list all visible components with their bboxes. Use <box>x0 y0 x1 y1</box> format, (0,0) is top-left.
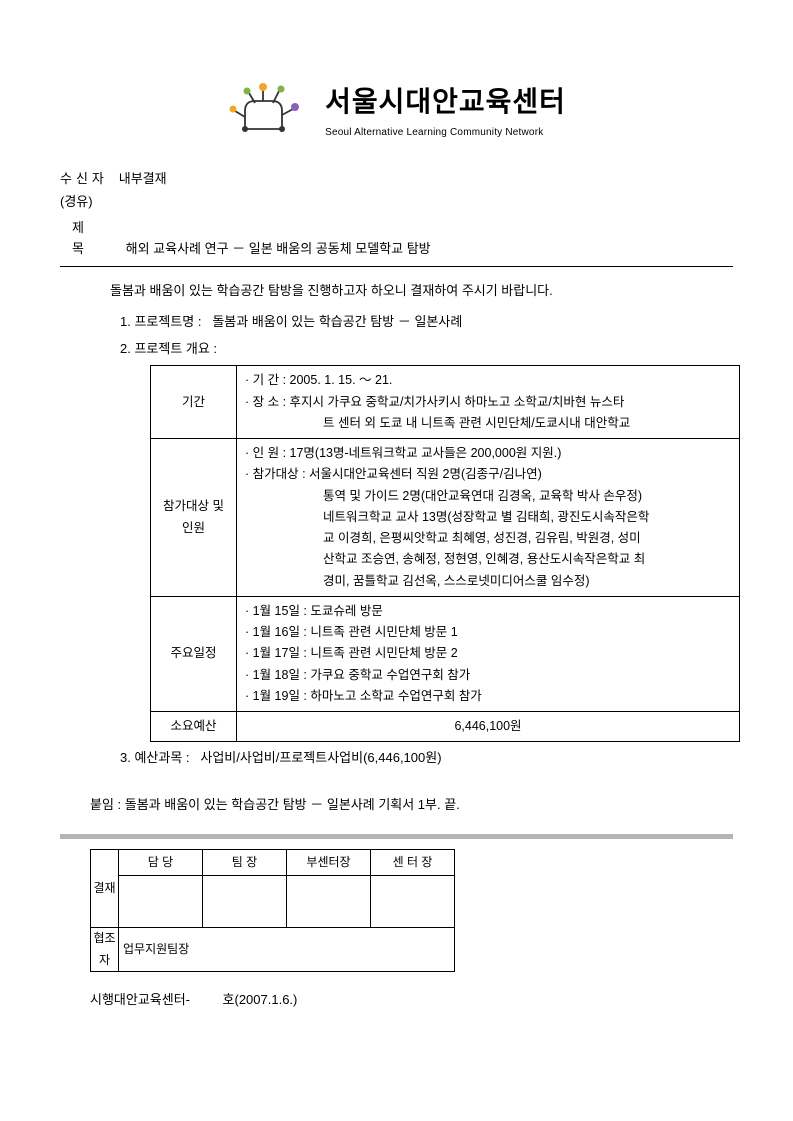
cooperator-value: 업무지원팀장 <box>119 927 455 971</box>
recipient-line: 수신자 내부결재 <box>60 169 733 190</box>
item3-label: 3. 예산과목 : <box>120 748 190 769</box>
period-line2: · 장 소 : 후지시 가쿠요 중학교/치가사키시 하마노고 소학교/치바현 뉴… <box>245 392 731 413</box>
org-title: 서울시대안교육센터 <box>325 80 566 125</box>
part-line1: · 인 원 : 17명(13명-네트워크학교 교사들은 200,000원 지원.… <box>245 443 731 464</box>
part-line2: · 참가대상 : 서울시대안교육센터 직원 2명(김종구/김나연) <box>245 464 731 485</box>
approval-vlabel: 결재 <box>91 849 119 927</box>
sched-line2: · 1월 16일 : 니트족 관련 시민단체 방문 1 <box>245 622 731 643</box>
sched-line1: · 1월 15일 : 도쿄슈레 방문 <box>245 601 731 622</box>
approval-col-3: 부센터장 <box>287 849 371 875</box>
subject-value: 해외 교육사례 연구 － 일본 배움의 공동체 모델학교 탐방 <box>126 241 431 256</box>
part-line7: 경미, 꿈틀학교 김선옥, 스스로넷미디어스쿨 임수정) <box>245 571 731 592</box>
row-content-participants: · 인 원 : 17명(13명-네트워크학교 교사들은 200,000원 지원.… <box>237 439 740 597</box>
sched-line4: · 1월 18일 : 가쿠요 중학교 수업연구회 참가 <box>245 665 731 686</box>
period-line1: · 기 간 : 2005. 1. 15. ～ 21. <box>245 370 731 391</box>
org-subtitle: Seoul Alternative Learning Community Net… <box>325 125 566 141</box>
part-line4: 네트워크학교 교사 13명(성장학교 별 김태희, 광진도시속작은학 <box>245 507 731 528</box>
row-label-schedule: 주요일정 <box>151 596 237 711</box>
intro-text: 돌봄과 배움이 있는 학습공간 탐방을 진행하고자 하오니 결재하여 주시기 바… <box>110 281 733 302</box>
sched-line5: · 1월 19일 : 하마노고 소학교 수업연구회 참가 <box>245 686 731 707</box>
approval-sign-3 <box>287 875 371 927</box>
divider <box>60 266 733 267</box>
recipient-label: 수신자 <box>60 169 108 190</box>
approval-table: 결재 담 당 팀 장 부센터장 센 터 장 협조자 업무지원팀장 <box>90 849 455 972</box>
via-line: (경유) <box>60 192 733 213</box>
document-header: 서울시대안교육센터 Seoul Alternative Learning Com… <box>60 80 733 141</box>
item-3: 3. 예산과목 : 사업비/사업비/프로젝트사업비(6,446,100원) <box>120 748 733 769</box>
issue-line: 시행대안교육센터- 호(2007.1.6.) <box>90 990 733 1011</box>
subject-label: 제목 <box>72 218 122 260</box>
issue-suffix: 호(2007.1.6.) <box>223 992 298 1007</box>
row-label-budget: 소요예산 <box>151 712 237 742</box>
recipient-value: 내부결재 <box>119 171 167 186</box>
item1-value: 돌봄과 배움이 있는 학습공간 탐방 － 일본사례 <box>212 314 462 329</box>
row-label-period: 기간 <box>151 366 237 439</box>
item-1: 1. 프로젝트명 : 돌봄과 배움이 있는 학습공간 탐방 － 일본사례 <box>120 312 733 333</box>
approval-sign-4 <box>371 875 455 927</box>
logo-icon <box>227 81 309 139</box>
issue-prefix: 시행대안교육센터- <box>90 992 190 1007</box>
row-content-budget: 6,446,100원 <box>237 712 740 742</box>
row-label-participants: 참가대상 및 인원 <box>151 439 237 597</box>
row-content-period: · 기 간 : 2005. 1. 15. ～ 21. · 장 소 : 후지시 가… <box>237 366 740 439</box>
attachment-line: 붙임 : 돌봄과 배움이 있는 학습공간 탐방 － 일본사례 기획서 1부. 끝… <box>90 795 733 816</box>
approval-col-2: 팀 장 <box>203 849 287 875</box>
cooperator-vlabel: 협조자 <box>91 927 119 971</box>
item-2: 2. 프로젝트 개요 : <box>120 339 733 360</box>
approval-col-1: 담 당 <box>119 849 203 875</box>
row-content-schedule: · 1월 15일 : 도쿄슈레 방문 · 1월 16일 : 니트족 관련 시민단… <box>237 596 740 711</box>
approval-sign-2 <box>203 875 287 927</box>
item2-label: 2. 프로젝트 개요 : <box>120 339 217 360</box>
item1-label: 1. 프로젝트명 : <box>120 312 201 333</box>
overview-table: 기간 · 기 간 : 2005. 1. 15. ～ 21. · 장 소 : 후지… <box>150 365 740 742</box>
approval-col-4: 센 터 장 <box>371 849 455 875</box>
approval-sign-1 <box>119 875 203 927</box>
item3-value: 사업비/사업비/프로젝트사업비(6,446,100원) <box>200 750 441 765</box>
part-line3: 통역 및 가이드 2명(대안교육연대 김경옥, 교육학 박사 손우정) <box>245 486 731 507</box>
sched-line3: · 1월 17일 : 니트족 관련 시민단체 방문 2 <box>245 643 731 664</box>
period-line3: 트 센터 외 도쿄 내 니트족 관련 시민단체/도쿄시내 대안학교 <box>245 413 731 434</box>
part-line5: 교 이경희, 은평씨앗학교 최혜영, 성진경, 김유림, 박원경, 성미 <box>245 528 731 549</box>
part-line6: 산학교 조승연, 송혜정, 정현영, 인혜경, 용산도시속작은학교 최 <box>245 549 731 570</box>
subject-line: 제목 해외 교육사례 연구 － 일본 배움의 공동체 모델학교 탐방 <box>72 218 733 260</box>
gray-divider <box>60 834 733 839</box>
